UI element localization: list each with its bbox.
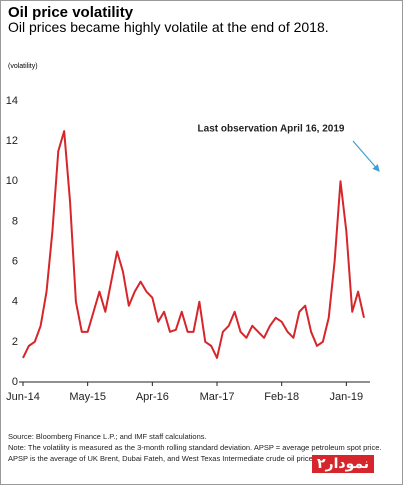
y-tick-label: 14	[6, 95, 18, 107]
chart-subtitle: Oil prices became highly volatile at the…	[8, 19, 329, 35]
y-tick-label: 8	[12, 215, 18, 227]
x-tick-label: Jun-14	[6, 391, 40, 403]
x-tick-label: Jan-19	[330, 391, 364, 403]
x-tick-label: Apr-16	[136, 391, 169, 403]
y-axis-label: (volatility)	[8, 63, 38, 70]
note: Note: The volatility is measured as the …	[8, 443, 382, 463]
y-tick-label: 2	[12, 336, 18, 348]
chart: Last observation April 16, 2019 0 2 4 6 8 10 1…	[6, 95, 380, 403]
line	[22, 130, 365, 359]
y-tick-label: 12	[6, 135, 18, 147]
source: Source: Bloomberg Finance L.P.; and IMF …	[8, 432, 207, 441]
x-tick-label: May-15	[69, 391, 106, 403]
y-tick-label: 6	[12, 255, 18, 267]
y-tick-label: 10	[6, 175, 18, 187]
chart-title: Oil price volatility	[8, 4, 134, 21]
annotation-arrow	[352, 140, 380, 172]
logo: نمودار۲	[312, 455, 375, 473]
x-tick-label: Feb-18	[264, 391, 299, 403]
y-tick-label: 4	[12, 296, 18, 308]
footnotes: Source: Bloomberg Finance L.P.; and IMF …	[8, 431, 396, 464]
x-tick-label: Mar-17	[200, 391, 235, 403]
annotation: Last observation April 16, 2019	[198, 124, 345, 135]
y-tick-label: 0	[12, 376, 18, 388]
